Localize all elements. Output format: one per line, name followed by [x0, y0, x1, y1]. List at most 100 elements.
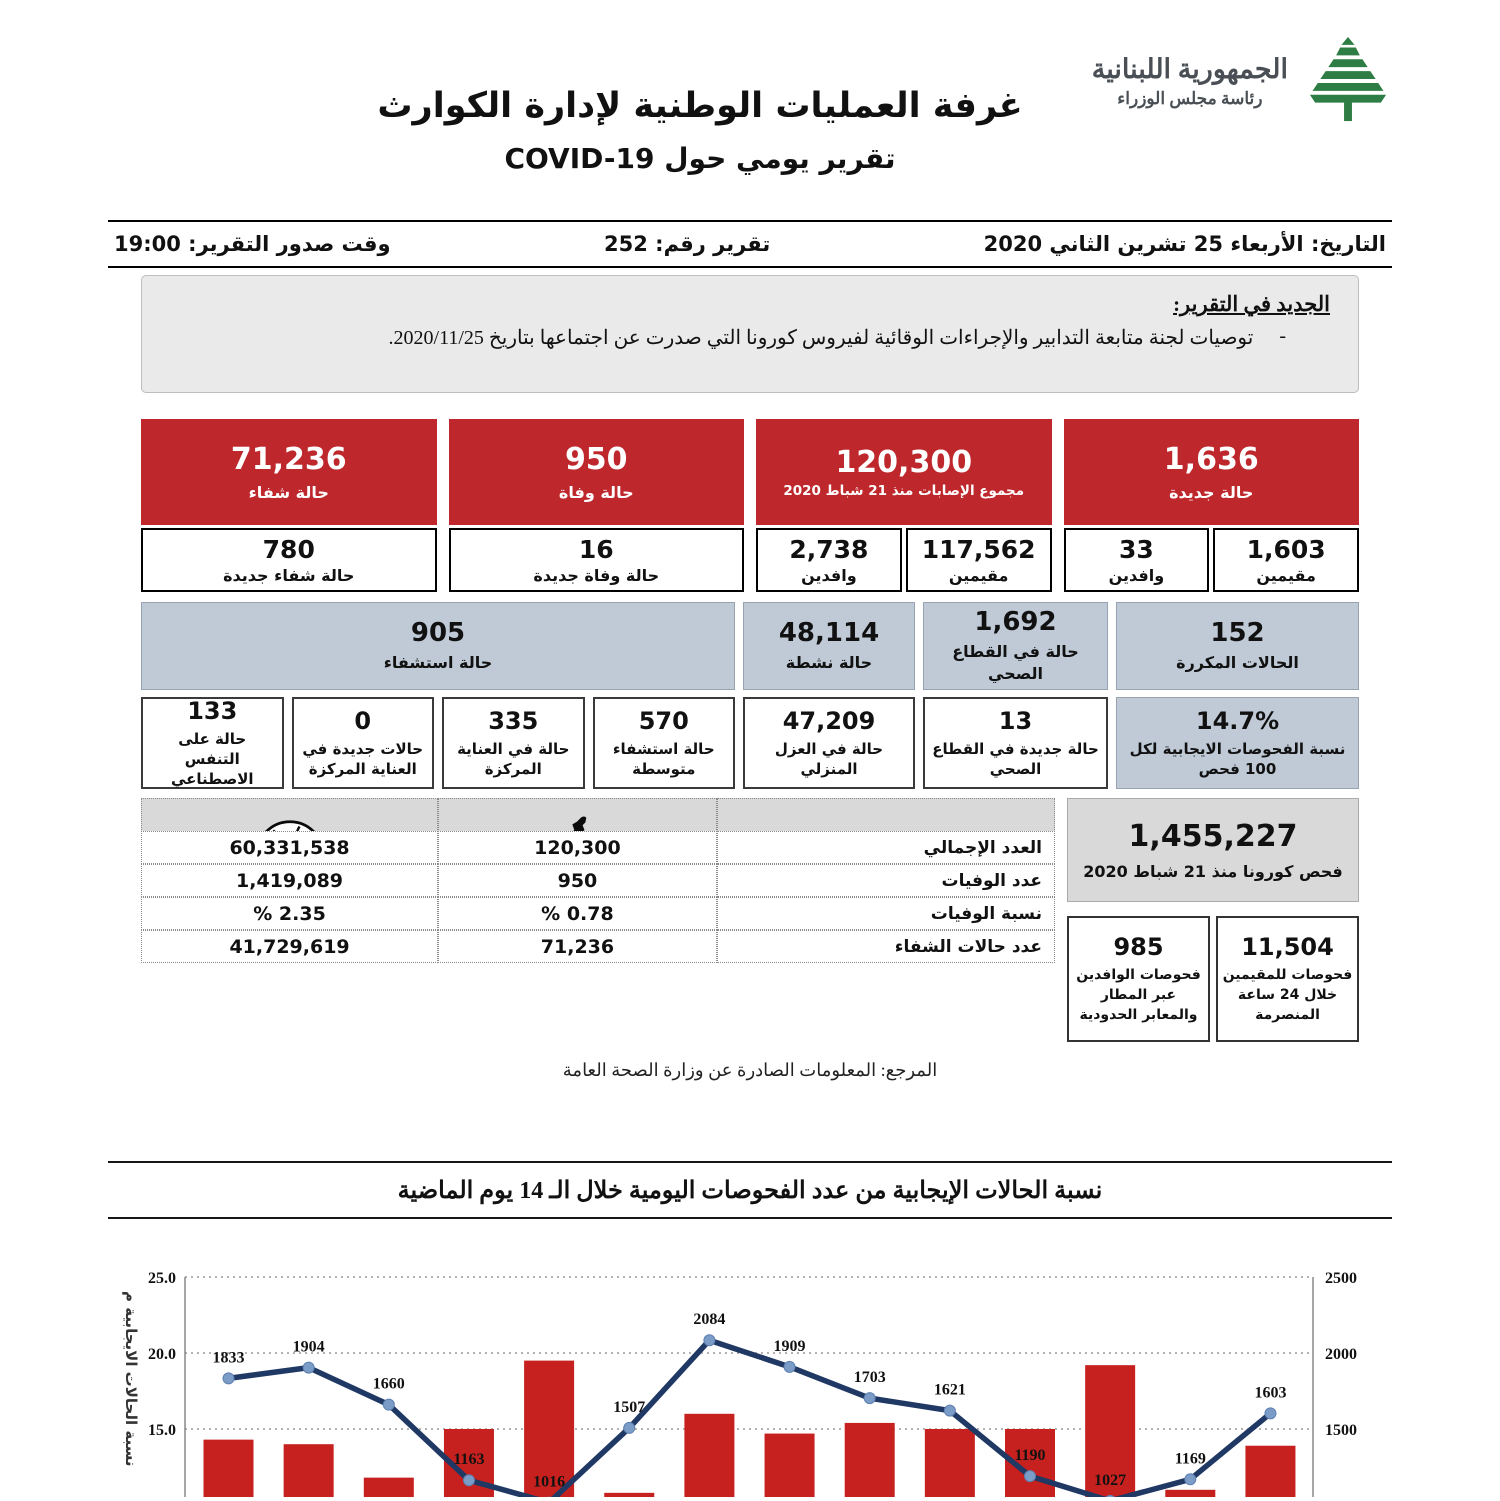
row-total-world: 60,331,538	[141, 831, 439, 864]
stats-row-blue: 152 الحالات المكررة 1,692 حالة في القطاع…	[141, 602, 1359, 690]
row-deaths-world: 1,419,089	[141, 864, 439, 897]
government-logo: الجمهورية اللبنانية رئاسة مجلس الوزراء	[1092, 36, 1394, 126]
stat-home-isolation: 47,209 حالة في العزل المنزلي	[743, 697, 915, 789]
tests-column: 1,455,227 فحص كورونا منذ 21 شباط 2020 11…	[1067, 798, 1359, 1042]
new-cases-residents: 1,603 مقيمين	[1213, 528, 1359, 592]
positivity-chart: نسبة الحالات الايجابية م 25.0 20.0 15.0 250…	[108, 1241, 1392, 1501]
bar	[684, 1413, 735, 1501]
stat-ventilator-cases: 133 حالة على التنفس الاصطناعي	[141, 697, 284, 789]
total-tests-box: 1,455,227 فحص كورونا منذ 21 شباط 2020	[1067, 798, 1359, 902]
deaths-label: حالة وفاة	[558, 483, 634, 502]
left-tick: 15.0	[148, 1422, 176, 1439]
bullet-dash: -	[1279, 325, 1286, 347]
stat-moderate-hospitalized: 570 حالة استشفاء متوسطة	[592, 697, 735, 789]
new-cases-value: 1,636	[1163, 442, 1259, 477]
bar	[604, 1492, 655, 1501]
report-meta-row: التاريخ: الأربعاء 25 تشرين الثاني 2020 ت…	[108, 220, 1392, 268]
logo-text: الجمهورية اللبنانية رئاسة مجلس الوزراء	[1092, 54, 1288, 109]
line-point	[623, 1421, 636, 1434]
line-point	[1264, 1407, 1277, 1420]
chart-y-axis-title: نسبة الحالات الايجابية م	[122, 1291, 140, 1467]
bar	[283, 1444, 334, 1501]
bar	[524, 1360, 575, 1501]
right-tick: 2000	[1325, 1346, 1357, 1363]
stat-positivity-rate: 14.7% نسبة الفحوصات الايجابية لكل 100 فح…	[1116, 697, 1359, 789]
stat-new-icu-cases: 0 حالات جديدة في العناية المركزة	[291, 697, 434, 789]
bar	[1085, 1365, 1136, 1501]
recovered-value: 71,236	[230, 442, 347, 477]
chart-canvas: 25.0 20.0 15.0 2500 2000 1500 1833 1904 1660 1163…	[108, 1241, 1392, 1501]
report-time: وقت صدور التقرير: 19:00	[114, 232, 391, 256]
new-recovered: 780 حالة شفاء جديدة	[141, 528, 437, 592]
row-deaths-label: عدد الوفيات	[716, 864, 1055, 897]
line-point	[783, 1360, 796, 1373]
point-label: 1621	[934, 1382, 966, 1399]
point-label: 1660	[373, 1376, 405, 1393]
line-point	[703, 1334, 716, 1347]
row-fatality-world: 2.35 %	[141, 897, 439, 930]
deaths-value: 950	[564, 442, 628, 477]
whats-new-box: الجديد في التقرير: - توصيات لجنة متابعة …	[141, 275, 1359, 393]
total-cases-residents: 117,562 مقيمين	[905, 528, 1052, 592]
bar	[363, 1477, 414, 1501]
bar	[924, 1429, 975, 1501]
point-label: 2084	[693, 1311, 725, 1328]
point-label: 1603	[1254, 1384, 1286, 1401]
stat-repeated-cases: 152 الحالات المكررة	[1116, 602, 1359, 690]
row-total-lebanon: 120,300	[438, 831, 717, 864]
row-fatality-lebanon: 0.78 %	[438, 897, 717, 930]
report-number: تقرير رقم: 252	[604, 232, 771, 256]
line-point	[863, 1392, 876, 1405]
line-point	[462, 1474, 475, 1487]
logo-line1: الجمهورية اللبنانية	[1091, 53, 1288, 84]
bar	[764, 1433, 815, 1501]
line-point	[302, 1361, 315, 1374]
bar	[1165, 1489, 1216, 1501]
new-deaths: 16 حالة وفاة جديدة	[448, 528, 744, 592]
line-point	[943, 1404, 956, 1417]
reference-note: المرجع: المعلومات الصادرة عن وزارة الصحة…	[562, 1060, 938, 1080]
total-cases-value: 120,300	[835, 445, 973, 480]
new-cases-label: حالة جديدة	[1169, 483, 1254, 502]
total-cases-label: مجموع الإصابات منذ 21 شباط 2020	[783, 483, 1025, 499]
point-label: 1027	[1094, 1472, 1126, 1489]
point-label: 1169	[1175, 1450, 1206, 1467]
point-label: 1190	[1014, 1447, 1045, 1464]
recovered-label: حالة شفاء	[248, 483, 329, 502]
headline-cards: 1,636 حالة جديدة 1,603 مقيمين 33 وافدين …	[141, 419, 1359, 592]
row-fatality-label: نسبة الوفيات	[716, 897, 1055, 930]
whats-new-item: توصيات لجنة متابعة التدابير والإجراءات ا…	[388, 327, 1254, 349]
card-total-cases: 120,300 مجموع الإصابات منذ 21 شباط 2020 …	[756, 419, 1052, 592]
arrival-tests-box: 985 فحوصات الوافدين عبر المطار والمعابر …	[1067, 916, 1210, 1042]
point-label: 1016	[533, 1474, 565, 1491]
stat-hospitalized: 905 حالة استشفاء	[141, 602, 735, 690]
chart-title: نسبة الحالات الإيجابية من عدد الفحوصات ا…	[397, 1178, 1103, 1204]
stat-health-sector-cases: 1,692 حالة في القطاع الصحي	[923, 602, 1108, 690]
row-total-label: العدد الإجمالي	[716, 831, 1055, 864]
line-point	[222, 1372, 235, 1385]
point-label: 1163	[453, 1451, 484, 1468]
report-date: التاريخ: الأربعاء 25 تشرين الثاني 2020	[983, 232, 1386, 256]
positivity-chart-svg: 25.0 20.0 15.0 2500 2000 1500 1833 1904 1660 1163…	[148, 1270, 1357, 1501]
separator-bottom	[108, 1217, 1392, 1219]
point-label: 1507	[613, 1399, 645, 1416]
logo-line2: رئاسة مجلس الوزراء	[1117, 88, 1263, 108]
line-point	[1184, 1473, 1197, 1486]
total-cases-arrivals: 2,738 وافدين	[756, 528, 902, 592]
row-recovered-label: عدد حالات الشفاء	[716, 930, 1055, 963]
card-new-cases: 1,636 حالة جديدة 1,603 مقيمين 33 وافدين	[1063, 419, 1359, 592]
resident-tests-box: 11,504 فحوصات للمقيمين خلال 24 ساعة المن…	[1216, 916, 1359, 1042]
right-tick: 2500	[1325, 1270, 1357, 1287]
row-recovered-world: 41,729,619	[141, 930, 439, 963]
stat-active-cases: 48,114 حالة نشطة	[743, 602, 915, 690]
bar	[844, 1422, 895, 1501]
point-label: 1904	[293, 1339, 325, 1356]
stat-new-health-sector: 13 حالة جديدة في القطاع الصحي	[923, 697, 1108, 789]
comparison-section: 1,455,227 فحص كورونا منذ 21 شباط 2020 11…	[141, 798, 1359, 1042]
point-label: 1703	[854, 1369, 886, 1386]
line-point	[1024, 1470, 1036, 1483]
new-cases-arrivals: 33 وافدين	[1063, 528, 1210, 592]
whats-new-heading: الجديد في التقرير:	[1173, 292, 1330, 316]
right-tick: 1500	[1325, 1422, 1357, 1439]
cases-line	[228, 1337, 1273, 1501]
